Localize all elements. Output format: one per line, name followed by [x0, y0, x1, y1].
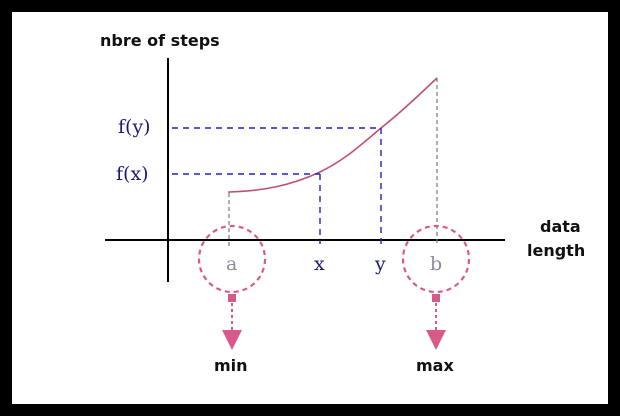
diagram-frame	[12, 12, 608, 404]
label-b: b	[430, 253, 442, 275]
x-axis-title-line1: data	[540, 217, 581, 236]
label-fx: f(x)	[116, 163, 149, 185]
min-pointer-square	[228, 294, 236, 302]
label-x: x	[314, 253, 325, 275]
max-highlight-circle	[401, 224, 471, 294]
max-pointer-square	[432, 294, 440, 302]
min-label: min	[214, 356, 248, 375]
x-axis-title-line2: length	[527, 241, 585, 260]
min-highlight-circle	[197, 224, 267, 294]
max-label: max	[416, 356, 454, 375]
label-y: y	[374, 253, 386, 275]
label-fy: f(y)	[118, 116, 151, 138]
label-a: a	[226, 253, 237, 275]
y-axis-title: nbre of steps	[100, 31, 220, 50]
step-curve	[228, 77, 438, 193]
